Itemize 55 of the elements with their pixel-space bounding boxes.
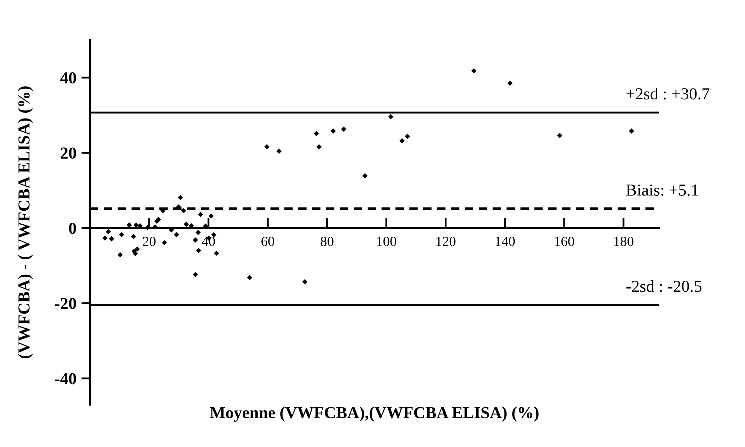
point (174, 232, 180, 238)
point (314, 131, 320, 136)
point (181, 208, 186, 214)
x-tick-label: 80 (320, 236, 334, 246)
y-tick-label: 20 (60, 148, 76, 159)
point (196, 248, 202, 254)
point (362, 173, 368, 179)
y-tick-label: 40 (60, 72, 76, 84)
point (106, 229, 112, 235)
x-tick-label: 20 (143, 236, 156, 246)
y-tick-label: -20 (55, 298, 76, 310)
point (264, 144, 270, 150)
point (508, 80, 513, 86)
y-tick-label: -40 (55, 373, 76, 385)
x-tick-label: 160 (555, 236, 574, 246)
point (109, 236, 114, 242)
x-tick-label: 180 (614, 236, 634, 246)
point (198, 212, 204, 218)
point (405, 134, 410, 140)
point (178, 195, 184, 200)
point (193, 272, 198, 278)
point (193, 238, 198, 243)
x-tick-label: 60 (262, 236, 274, 246)
point (102, 236, 108, 241)
ref-line-label: +2sd : +30.7 (626, 88, 710, 100)
point (629, 128, 634, 134)
x-tick-label: 120 (436, 236, 456, 246)
point (557, 133, 563, 138)
point (330, 128, 336, 134)
point (302, 279, 308, 285)
point (247, 275, 253, 280)
point (341, 126, 347, 132)
point (388, 114, 394, 120)
point (471, 68, 477, 74)
y-tick-label: 0 (69, 222, 76, 234)
x-tick-label: 100 (377, 236, 396, 246)
point (119, 232, 124, 238)
point (196, 230, 201, 236)
point (400, 138, 405, 144)
point (316, 144, 322, 150)
point (184, 222, 190, 228)
point (126, 222, 132, 228)
y-axis-title: (VWFCBA) - ( VWFCBA ELISA) (%) (18, 86, 34, 359)
ref-line-label: Biais: +5.1 (626, 184, 698, 196)
point (118, 252, 123, 258)
x-tick-label: 140 (496, 236, 516, 246)
point (214, 250, 220, 256)
point (131, 234, 136, 240)
x-axis-title: Moyenne (VWFCBA),(VWFCBA ELISA) (%) (210, 406, 539, 422)
point (152, 224, 158, 230)
point (134, 246, 140, 252)
point (208, 214, 214, 219)
point (162, 240, 168, 246)
point (276, 148, 282, 154)
ref-line-label: -2sd : -20.5 (626, 280, 702, 292)
